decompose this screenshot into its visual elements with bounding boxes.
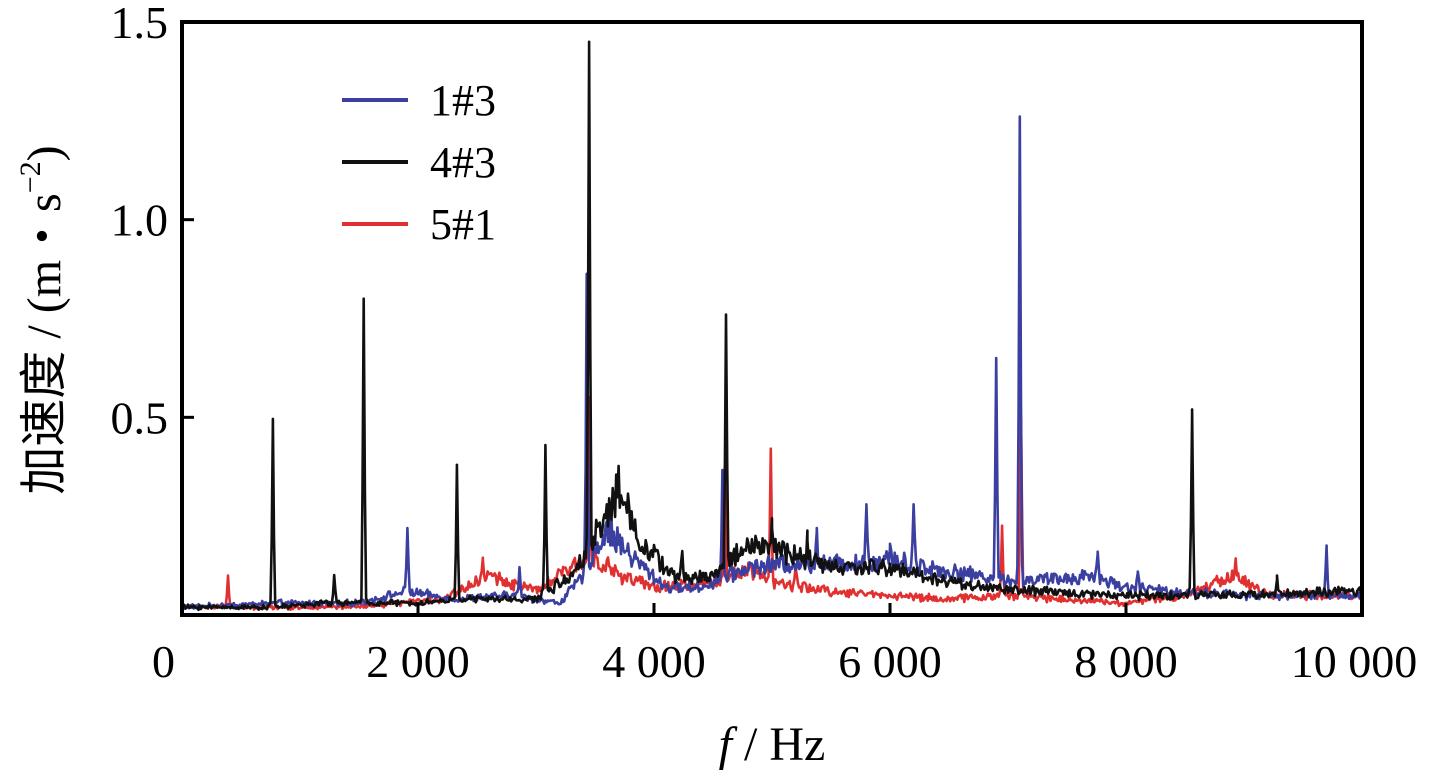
legend-label: 5#1: [430, 200, 496, 249]
series-line-5#1: [182, 396, 1362, 611]
plot-frame: [180, 20, 1364, 617]
legend: 1#3 4#3 5#1: [342, 76, 496, 249]
y-tick-label: 1.0: [111, 195, 169, 246]
x-tick-label: 10 000: [1291, 636, 1418, 687]
x-tick-label: 0: [152, 636, 175, 687]
x-tick-label: 6 000: [838, 636, 942, 687]
series-layer: [182, 40, 1362, 612]
y-tick-label: 0.5: [111, 392, 169, 443]
x-tick-label: 2 000: [366, 636, 470, 687]
y-axis-label-close: ): [18, 145, 71, 161]
x-axis-label: f / Hz: [719, 718, 826, 771]
x-axis-label-unit: / Hz: [732, 718, 825, 771]
legend-label: 1#3: [430, 76, 496, 125]
series-line-4#3: [182, 40, 1362, 612]
y-axis-label: 加速度 / (m・s−2): [14, 145, 71, 494]
x-tick-label: 4 000: [602, 636, 706, 687]
y-tick-label: 1.5: [111, 0, 169, 48]
axis-ticks: 0 2 000 4 000 6 000 8 000 10 000 0.5 1.0 1.5: [111, 0, 1418, 687]
y-axis-label-superscript: −2: [14, 161, 47, 193]
series-line-1#3: [182, 115, 1362, 610]
legend-label: 4#3: [430, 138, 496, 187]
y-axis-label-main: 加速度 / (m・s: [18, 193, 71, 494]
x-tick-label: 8 000: [1074, 636, 1178, 687]
